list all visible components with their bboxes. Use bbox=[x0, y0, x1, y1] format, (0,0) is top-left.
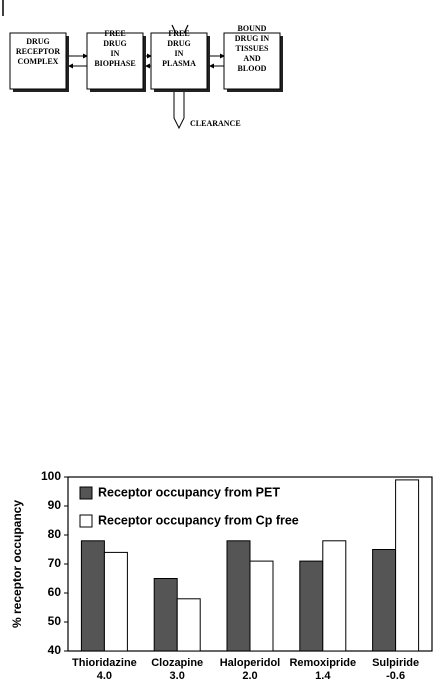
bar bbox=[322, 540, 347, 652]
box-label: DRUG bbox=[103, 39, 127, 48]
box-label: BIOPHASE bbox=[94, 59, 135, 68]
box bbox=[9, 32, 67, 90]
box-label: RECEPTOR bbox=[16, 47, 61, 56]
bar bbox=[249, 560, 274, 652]
clearance-arrow bbox=[173, 92, 185, 130]
bar bbox=[153, 578, 178, 652]
x-tick-sublabel: 3.0 bbox=[170, 670, 185, 682]
y-tick-label: 100 bbox=[41, 469, 61, 483]
y-axis-label: % receptor occupancy bbox=[10, 500, 24, 628]
x-tick-sublabel: 4.0 bbox=[97, 670, 112, 682]
box-label: IN bbox=[111, 49, 120, 58]
x-tick-label: Sulpiride bbox=[372, 657, 419, 669]
y-tick-label: 50 bbox=[48, 614, 62, 628]
y-tick-label: 70 bbox=[48, 556, 62, 570]
box-label: DRUG bbox=[26, 37, 50, 46]
x-tick-label: Thioridazine bbox=[72, 657, 137, 669]
legend-swatch bbox=[79, 514, 93, 528]
box-label: IN bbox=[175, 49, 184, 58]
box-label: BOUND bbox=[238, 24, 267, 33]
box-label: BLOOD bbox=[238, 64, 267, 73]
box bbox=[150, 32, 208, 90]
box-label: FREE bbox=[104, 29, 125, 38]
bar bbox=[103, 551, 128, 652]
box bbox=[223, 32, 281, 90]
bar bbox=[226, 540, 251, 652]
y-tick-label: 60 bbox=[48, 585, 62, 599]
bar bbox=[372, 549, 397, 652]
bar bbox=[80, 540, 105, 652]
box bbox=[86, 32, 144, 90]
box-label: COMPLEX bbox=[18, 57, 59, 66]
x-tick-label: Clozapine bbox=[151, 657, 203, 669]
box-label: DRUG bbox=[167, 39, 191, 48]
x-tick-sublabel: -0.6 bbox=[386, 670, 405, 682]
box-label: PLASMA bbox=[162, 59, 196, 68]
y-tick-label: 40 bbox=[48, 643, 62, 657]
box-label: DRUG IN bbox=[235, 34, 270, 43]
x-tick-label: Remoxipride bbox=[289, 657, 356, 669]
box-label: TISSUES bbox=[236, 44, 269, 53]
x-tick-label: Haloperidol bbox=[220, 657, 281, 669]
x-tick-sublabel: 2.0 bbox=[242, 670, 257, 682]
legend-label: Receptor occupancy from Cp free bbox=[98, 513, 299, 527]
x-tick-sublabel: 1.4 bbox=[315, 670, 331, 682]
box-label: AND bbox=[243, 54, 261, 63]
y-tick-label: 80 bbox=[48, 527, 62, 541]
y-tick-label: 90 bbox=[48, 498, 62, 512]
clearance-label: CLEARANCE bbox=[190, 119, 241, 128]
bar bbox=[176, 598, 201, 652]
chart: % receptor occupancy 40 50 60 70 80 90 100 Thio… bbox=[10, 469, 433, 682]
legend-label: Receptor occupancy from PET bbox=[98, 485, 280, 499]
diagram: DRUGRECEPTORCOMPLEXFREEDRUGINBIOPHASEFRE… bbox=[9, 24, 283, 130]
box-label: FREE bbox=[168, 29, 189, 38]
legend-swatch bbox=[79, 486, 93, 500]
bar bbox=[299, 560, 324, 652]
bar bbox=[395, 479, 420, 652]
